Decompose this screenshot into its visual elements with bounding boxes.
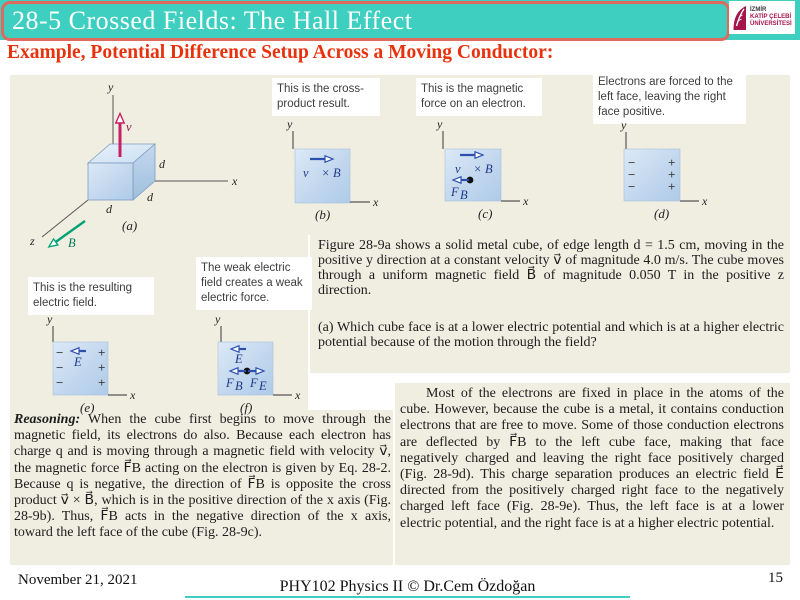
figure-e: y x − − − + + + E⃗ (e) bbox=[46, 312, 136, 415]
university-logo: İZMİR KATİP ÇELEBİ ÜNİVERSİTESİ bbox=[729, 1, 795, 34]
callout-b: This is the cross-product result. bbox=[272, 78, 380, 116]
logo-emblem-icon bbox=[733, 5, 746, 30]
fb-label: F⃗ bbox=[225, 376, 243, 390]
footer-page-number: 15 bbox=[768, 570, 783, 586]
minus-sign: − bbox=[56, 375, 63, 390]
cross-product-label: v⃗ × B⃗ bbox=[303, 166, 350, 180]
figure-c-x-label: x bbox=[522, 194, 529, 208]
logo-line3: ÜNİVERSİTESİ bbox=[750, 21, 792, 27]
figure-b-y-label: y bbox=[286, 118, 293, 131]
magnetic-field-arrow bbox=[50, 220, 86, 246]
electric-field-label-f: E⃗ bbox=[234, 352, 252, 366]
plus-sign: + bbox=[668, 179, 675, 194]
minus-sign: − bbox=[628, 179, 635, 194]
figure-f: y x E⃗ F⃗ B F⃗ E (f) bbox=[214, 312, 301, 415]
figure-a-x-label: x bbox=[231, 174, 238, 188]
figure-a-z-label: z bbox=[29, 234, 35, 248]
fe-sub: E bbox=[258, 379, 267, 393]
reasoning-lead: Reasoning: bbox=[14, 412, 81, 427]
footer-date: November 21, 2021 bbox=[18, 572, 138, 588]
magnetic-field-label: B⃗ bbox=[68, 236, 85, 250]
callout-e: This is the resulting electric field. bbox=[28, 277, 154, 315]
figure-a-z-axis bbox=[41, 199, 89, 238]
cube-front-face bbox=[87, 162, 134, 201]
problem-panel bbox=[310, 235, 790, 373]
figure-d-y-label: y bbox=[620, 118, 627, 132]
figure-e-label: (e) bbox=[80, 400, 94, 415]
logo-line1: İZMİR bbox=[750, 7, 767, 13]
figure-b: y x v⃗ × B⃗ (b) bbox=[286, 118, 379, 222]
figure-c: y x v⃗ × B⃗ F⃗ B (c) bbox=[436, 118, 529, 221]
header-bar: 28-5 Crossed Fields: The Hall Effect İZM… bbox=[0, 0, 800, 41]
edge-d-bottom-right: d bbox=[147, 190, 154, 204]
plus-sign: + bbox=[98, 360, 105, 375]
figure-f-y-label: y bbox=[214, 312, 221, 326]
reasoning-panel bbox=[10, 410, 393, 565]
electric-field-label: E⃗ bbox=[73, 355, 91, 369]
callout-c: This is the magnetic force on an electro… bbox=[416, 78, 542, 116]
edge-d-right: d bbox=[159, 157, 166, 171]
minus-sign: − bbox=[56, 360, 63, 375]
figure-c-label: (c) bbox=[478, 206, 492, 221]
velocity-label: v⃗ bbox=[126, 120, 141, 134]
footer-divider bbox=[185, 596, 630, 598]
fb-sub: B bbox=[235, 379, 243, 393]
figure-f-label: (f) bbox=[240, 400, 252, 415]
plus-sign: + bbox=[668, 167, 675, 182]
logo-text: İZMİR KATİP ÇELEBİ ÜNİVERSİTESİ bbox=[750, 7, 792, 28]
edge-d-bottom: d bbox=[106, 202, 113, 216]
minus-sign: − bbox=[628, 155, 635, 170]
figure-f-x-label: x bbox=[294, 388, 301, 402]
figure-d-face bbox=[623, 148, 681, 202]
electron-dot-f bbox=[243, 367, 251, 375]
callout-d: Electrons are forced to the left face, l… bbox=[593, 71, 746, 124]
logo-line2: KATİP ÇELEBİ bbox=[750, 14, 792, 20]
figure-d: y x − − − + + + (d) bbox=[620, 118, 708, 221]
figure-d-label: (d) bbox=[654, 206, 669, 221]
plus-sign: + bbox=[98, 375, 105, 390]
page-title: 28-5 Crossed Fields: The Hall Effect bbox=[12, 6, 413, 35]
callout-f: The weak electric field creates a weak e… bbox=[196, 257, 312, 310]
subtitle: Example, Potential Difference Setup Acro… bbox=[7, 42, 554, 63]
figure-e-y-label: y bbox=[46, 312, 53, 326]
answer-paragraph: Most of the electrons are fixed in place… bbox=[400, 386, 784, 531]
figure-b-label: (b) bbox=[315, 207, 330, 222]
minus-sign: − bbox=[628, 167, 635, 182]
electron-dot bbox=[466, 176, 474, 184]
fe-label: F⃗ bbox=[249, 376, 267, 390]
figure-e-x-label: x bbox=[129, 388, 136, 402]
figure-a-label: (a) bbox=[122, 218, 137, 233]
magnetic-force-sub: B bbox=[460, 188, 468, 202]
problem-paragraph-1: Figure 28-9a shows a solid metal cube, o… bbox=[318, 238, 784, 298]
reasoning-paragraph: Reasoning: When the cube first begins to… bbox=[14, 412, 391, 542]
figure-a: y z x v⃗ B⃗ d d d (a) bbox=[29, 80, 238, 250]
magnetic-force-label: F⃗ bbox=[450, 185, 468, 199]
title-box: 28-5 Crossed Fields: The Hall Effect bbox=[1, 1, 730, 41]
figure-b-x-label: x bbox=[372, 195, 379, 209]
footer-course: PHY102 Physics II © Dr.Cem Özdoğan bbox=[279, 578, 536, 595]
problem-paragraph-2: (a) Which cube face is at a lower electr… bbox=[318, 320, 784, 350]
figure-c-y-label: y bbox=[436, 118, 443, 131]
answer-panel bbox=[395, 383, 790, 565]
figure-d-x-label: x bbox=[701, 194, 708, 208]
reasoning-body: When the cube first begins to move throu… bbox=[14, 412, 391, 541]
plus-sign: + bbox=[668, 155, 675, 170]
plus-sign: + bbox=[98, 345, 105, 360]
figure-a-y-label: y bbox=[107, 80, 114, 94]
minus-sign: − bbox=[56, 345, 63, 360]
cross-product-label-c: v⃗ × B⃗ bbox=[455, 162, 502, 176]
figure-c-face bbox=[444, 148, 502, 202]
